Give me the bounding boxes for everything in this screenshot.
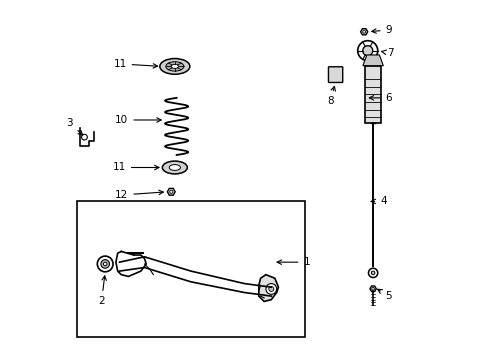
Text: 3: 3 bbox=[66, 118, 82, 135]
Circle shape bbox=[370, 271, 374, 275]
Text: 1: 1 bbox=[277, 257, 309, 267]
Circle shape bbox=[371, 288, 374, 290]
Circle shape bbox=[367, 268, 377, 278]
Circle shape bbox=[101, 260, 109, 268]
Circle shape bbox=[362, 30, 365, 33]
Text: 8: 8 bbox=[326, 86, 335, 106]
Circle shape bbox=[268, 287, 273, 292]
Text: 12: 12 bbox=[115, 190, 163, 200]
Polygon shape bbox=[167, 188, 175, 195]
Text: 2: 2 bbox=[98, 276, 106, 306]
Text: 11: 11 bbox=[113, 59, 157, 69]
Polygon shape bbox=[360, 29, 367, 35]
Bar bbox=[365, 66, 380, 123]
Circle shape bbox=[265, 284, 276, 294]
Text: 4: 4 bbox=[370, 197, 386, 206]
Circle shape bbox=[81, 134, 87, 140]
Text: 7: 7 bbox=[381, 48, 393, 58]
Circle shape bbox=[97, 256, 113, 272]
Bar bbox=[77, 202, 305, 337]
Circle shape bbox=[362, 46, 372, 56]
Ellipse shape bbox=[160, 59, 189, 74]
Text: 6: 6 bbox=[368, 93, 391, 103]
Ellipse shape bbox=[162, 161, 187, 174]
Ellipse shape bbox=[165, 62, 183, 71]
Ellipse shape bbox=[169, 165, 180, 170]
Text: 9: 9 bbox=[371, 25, 391, 35]
Circle shape bbox=[169, 190, 172, 193]
Polygon shape bbox=[369, 286, 376, 292]
Polygon shape bbox=[258, 275, 278, 301]
Text: 5: 5 bbox=[377, 289, 391, 301]
Ellipse shape bbox=[171, 64, 178, 68]
Text: 10: 10 bbox=[115, 115, 161, 125]
Circle shape bbox=[103, 262, 107, 266]
Circle shape bbox=[357, 41, 377, 61]
Text: 11: 11 bbox=[112, 162, 159, 172]
Polygon shape bbox=[362, 55, 383, 66]
FancyBboxPatch shape bbox=[328, 67, 342, 82]
